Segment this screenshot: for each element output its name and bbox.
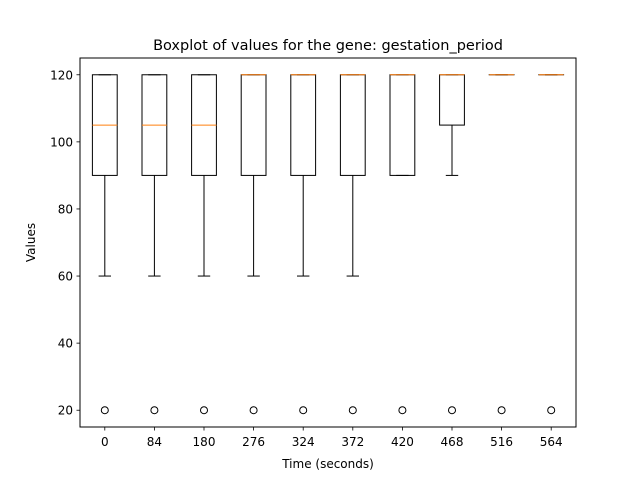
x-tick-label: 180 bbox=[193, 435, 216, 449]
y-tick-label: 100 bbox=[50, 135, 73, 149]
x-tick-label: 516 bbox=[490, 435, 513, 449]
y-tick-label: 40 bbox=[58, 337, 73, 351]
y-axis-label: Values bbox=[24, 223, 38, 262]
x-tick-label: 84 bbox=[147, 435, 162, 449]
x-tick-label: 276 bbox=[242, 435, 265, 449]
x-tick-label: 324 bbox=[292, 435, 315, 449]
y-tick-label: 20 bbox=[58, 404, 73, 418]
x-tick-label: 420 bbox=[391, 435, 414, 449]
chart-title: Boxplot of values for the gene: gestatio… bbox=[153, 38, 503, 54]
y-tick-label: 80 bbox=[58, 202, 73, 216]
x-axis-label: Time (seconds) bbox=[281, 457, 374, 471]
x-tick-label: 372 bbox=[341, 435, 364, 449]
x-tick-label: 468 bbox=[441, 435, 464, 449]
x-tick-label: 564 bbox=[540, 435, 563, 449]
y-tick-label: 60 bbox=[58, 270, 73, 284]
x-tick-label: 0 bbox=[101, 435, 109, 449]
y-tick-label: 120 bbox=[50, 68, 73, 82]
